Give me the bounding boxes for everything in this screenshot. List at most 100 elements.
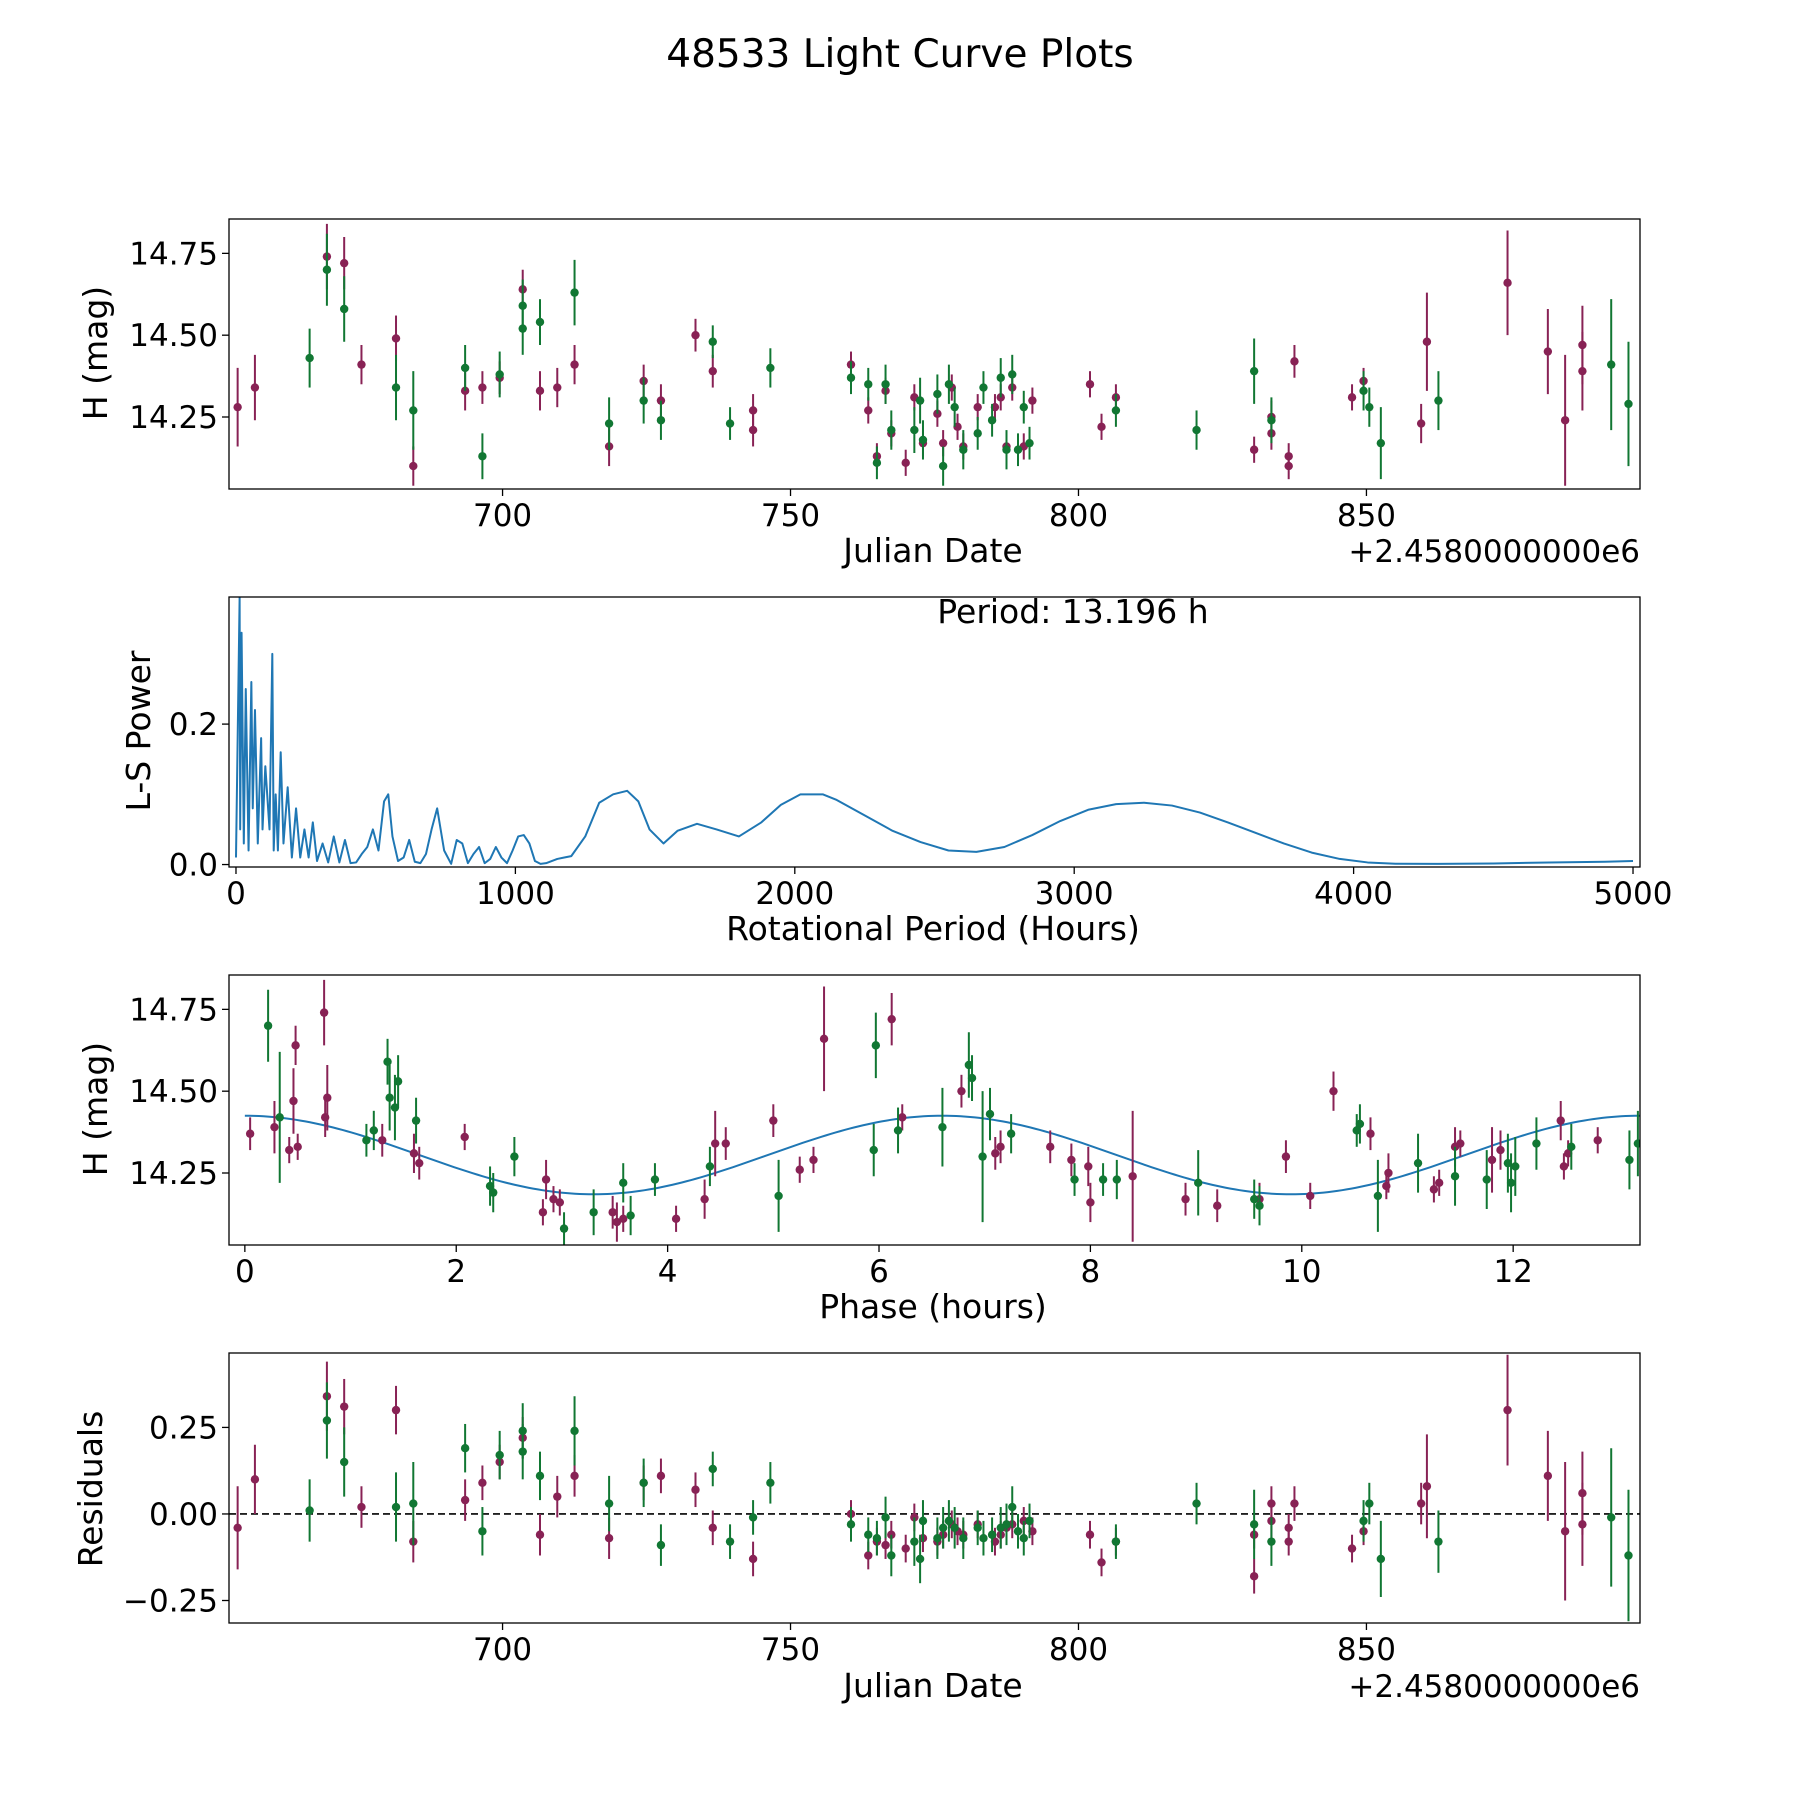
phased-data-point <box>245 1129 255 1138</box>
phased-data-point <box>964 1060 974 1070</box>
lightcurve-data-point <box>535 386 545 396</box>
lightcurve-data-point <box>910 425 919 435</box>
phased-data-point <box>809 1155 818 1165</box>
lightcurve-data-point <box>1002 445 1011 454</box>
lightcurve-data-point <box>1013 445 1023 454</box>
residuals-data-point <box>901 1544 910 1553</box>
lightcurve-data-point <box>478 383 487 392</box>
residuals-data-point <box>478 1527 487 1536</box>
residuals-data-point <box>639 1478 648 1488</box>
phased-data-point <box>650 1175 660 1184</box>
residuals-panel: Julian Date Residuals +2.4580000000e6 70… <box>71 1352 1641 1705</box>
periodogram-x-label: Rotational Period (Hours) <box>726 909 1140 948</box>
residuals-data-point <box>872 1533 882 1543</box>
residuals-data-point <box>708 1464 717 1474</box>
phased-data-point <box>769 1116 778 1125</box>
lightcurve-data-point <box>725 419 735 428</box>
residuals-data-point <box>1025 1516 1034 1526</box>
lightcurve-data-point <box>409 406 418 415</box>
lightcurve-data-point <box>357 360 366 369</box>
lightcurve-data-point <box>639 396 648 405</box>
phased-data-point <box>1255 1201 1264 1210</box>
phased-data-point <box>385 1093 394 1102</box>
figure-title: 48533 Light Curve Plots <box>666 32 1133 77</box>
lightcurve-data-point <box>339 304 349 314</box>
phased-data-point <box>510 1152 519 1161</box>
lightcurve-data-point <box>766 363 775 373</box>
residuals-series-green <box>305 1382 1633 1622</box>
residuals-data-point <box>1347 1544 1357 1553</box>
residuals-data-point <box>357 1502 366 1512</box>
residuals-data-point <box>322 1416 332 1425</box>
phased-data-point <box>1511 1162 1520 1171</box>
lightcurve-data-point <box>322 265 332 274</box>
lightcurve-data-point <box>987 416 997 425</box>
phased-data-point <box>991 1149 1000 1158</box>
residuals-data-point <box>1560 1527 1570 1536</box>
lightcurve-data-point <box>478 452 487 461</box>
residuals-data-point <box>553 1492 562 1501</box>
lightcurve-data-point <box>1097 422 1106 432</box>
residuals-data-point <box>933 1533 942 1543</box>
phased-data-point <box>541 1175 551 1184</box>
phased-data-point <box>320 1113 330 1122</box>
phased-data-point <box>415 1158 424 1168</box>
residuals-data-point <box>535 1471 545 1481</box>
residuals-data-point <box>518 1426 527 1436</box>
lightcurve-data-point <box>1503 278 1512 288</box>
residuals-data-point <box>938 1523 948 1533</box>
lightcurve-data-point <box>604 419 614 428</box>
phased-data-point <box>1625 1155 1634 1165</box>
lightcurve-data-point <box>1019 402 1028 412</box>
residuals-data-point <box>250 1475 260 1484</box>
residuals-data-point <box>918 1516 928 1526</box>
lightcurve-data-point <box>1543 347 1553 356</box>
phased-data-point <box>1413 1158 1423 1168</box>
residuals-data-point <box>846 1520 856 1529</box>
phased-data-point <box>774 1191 783 1201</box>
lightcurve-data-point <box>250 383 260 392</box>
residuals-data-point <box>1111 1537 1121 1546</box>
phased-data-point <box>869 1145 878 1155</box>
phased-data-point <box>369 1126 378 1135</box>
residuals-data-point <box>1249 1520 1259 1529</box>
residuals-x-tick-label: 750 <box>761 1632 820 1668</box>
lightcurve-data-point <box>887 425 896 435</box>
residuals-data-point <box>748 1554 758 1564</box>
lightcurve-data-point <box>938 438 948 448</box>
phased-data-point <box>893 1126 903 1135</box>
lightcurve-data-point <box>1085 380 1095 389</box>
residuals-data-point <box>766 1478 775 1488</box>
periodogram-axes-frame <box>228 596 1641 868</box>
lightcurve-data-point <box>553 383 562 392</box>
lightcurve-data-point <box>1365 402 1374 412</box>
residuals-data-point <box>1002 1520 1011 1529</box>
lightcurve-data-point <box>918 435 928 445</box>
phased-data-point <box>700 1194 709 1204</box>
phased-data-point <box>383 1057 392 1066</box>
phased-data-point <box>1181 1194 1190 1204</box>
phased-data-point <box>1112 1175 1122 1184</box>
phased-data-point <box>293 1142 302 1152</box>
residuals-data-point <box>656 1540 666 1550</box>
phased-data-point <box>1633 1139 1640 1148</box>
phased-data-point <box>1456 1139 1465 1148</box>
lightcurve-y-label: H (mag) <box>76 286 115 420</box>
phased-data-point <box>612 1217 622 1227</box>
phased-x-tick-label: 12 <box>1493 1254 1532 1290</box>
phased-data-point <box>1532 1139 1541 1148</box>
periodogram-plot-area <box>234 597 1634 865</box>
lightcurve-y-tick-label: 14.25 <box>129 400 218 436</box>
phased-data-point <box>538 1208 548 1217</box>
phased-data-point <box>362 1136 371 1145</box>
lightcurve-data-point <box>1416 419 1426 428</box>
lightcurve-series-green <box>305 233 1633 486</box>
residuals-data-point <box>305 1506 314 1515</box>
phased-x-label: Phase (hours) <box>819 1287 1047 1326</box>
residuals-data-point <box>1578 1520 1587 1529</box>
residuals-data-point <box>1359 1516 1368 1526</box>
phased-data-point <box>1046 1142 1055 1152</box>
phased-data-point <box>795 1165 804 1174</box>
lightcurve-data-point <box>915 396 925 405</box>
